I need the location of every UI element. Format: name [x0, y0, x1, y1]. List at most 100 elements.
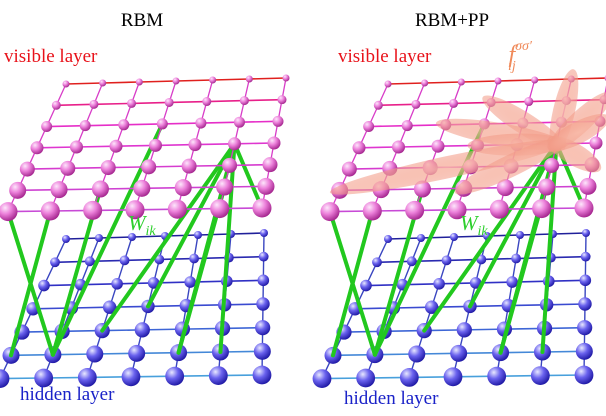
- visible-unit: [401, 120, 413, 132]
- visible-unit: [457, 78, 465, 86]
- hidden-unit: [312, 369, 332, 388]
- visible-layer-grid: [0, 74, 290, 222]
- hidden-unit: [194, 231, 202, 239]
- visible-unit: [496, 179, 514, 197]
- hidden-unit: [184, 276, 197, 288]
- weight-label: Wik: [460, 211, 488, 239]
- pair-product-blob: [329, 139, 567, 195]
- hidden-unit: [516, 231, 524, 239]
- visible-unit: [384, 80, 392, 88]
- visible-unit: [172, 77, 180, 85]
- hidden-unit: [0, 369, 10, 388]
- visible-unit: [216, 178, 234, 196]
- visible-unit: [262, 157, 278, 173]
- visible-unit: [524, 97, 534, 107]
- hidden-unit: [441, 255, 452, 266]
- visible-unit: [41, 121, 53, 133]
- hidden-unit: [360, 279, 372, 292]
- hidden-unit: [372, 257, 382, 268]
- hidden-unit: [111, 278, 123, 290]
- visible-unit: [195, 117, 207, 129]
- hidden-unit: [443, 367, 463, 387]
- hidden-unit: [406, 256, 417, 267]
- hidden-unit: [511, 253, 522, 264]
- weight-line: [331, 209, 375, 358]
- hidden-unit: [487, 366, 507, 386]
- visible-unit: [228, 137, 241, 151]
- visible-unit: [164, 97, 174, 107]
- visible-unit: [149, 138, 162, 152]
- visible-unit: [91, 180, 109, 198]
- visible-unit: [320, 202, 340, 222]
- weight-label: Wik: [128, 211, 156, 239]
- visible-unit: [413, 180, 431, 198]
- visible-unit: [245, 75, 253, 83]
- hidden-unit: [86, 345, 104, 363]
- pair-product-blob: [547, 113, 606, 152]
- hidden-unit: [574, 365, 594, 385]
- visible-unit: [272, 115, 284, 127]
- visible-unit: [135, 78, 143, 86]
- hidden-unit: [580, 251, 591, 262]
- visible-unit: [100, 160, 116, 176]
- visible-unit: [202, 97, 212, 107]
- visible-unit: [222, 157, 238, 173]
- hidden-unit: [578, 297, 592, 311]
- rbm-panel: RBM visible layer hidden layer Wik: [0, 10, 290, 405]
- hidden-unit: [255, 320, 271, 336]
- weight-line: [100, 141, 237, 333]
- visible-unit: [362, 201, 382, 221]
- hidden-unit: [121, 367, 141, 387]
- visible-unit: [51, 100, 61, 110]
- hidden-layer-label: hidden layer: [20, 384, 115, 405]
- visible-unit: [538, 178, 556, 196]
- visible-unit: [531, 76, 539, 84]
- hidden-unit: [208, 366, 228, 385]
- visible-unit: [277, 95, 287, 105]
- visible-unit: [62, 80, 70, 88]
- visible-unit: [532, 199, 552, 219]
- hidden-unit: [257, 274, 270, 287]
- hidden-unit: [577, 320, 593, 336]
- visible-unit: [431, 139, 445, 153]
- visible-unit: [9, 181, 27, 199]
- visible-unit: [233, 116, 245, 128]
- visible-unit: [167, 199, 187, 219]
- hidden-unit: [50, 257, 60, 268]
- hidden-unit: [433, 278, 445, 290]
- visible-unit: [252, 198, 272, 218]
- hidden-unit: [77, 368, 97, 387]
- visible-unit: [125, 200, 145, 220]
- weight-line: [218, 141, 237, 354]
- hidden-unit: [252, 365, 272, 385]
- hidden-unit: [128, 344, 146, 362]
- visible-layer-label: visible layer: [338, 46, 432, 67]
- visible-unit: [392, 140, 405, 154]
- visible-unit: [373, 100, 383, 110]
- visible-unit: [99, 79, 107, 87]
- visible-unit: [352, 141, 366, 155]
- pair-product-blob: [454, 137, 566, 195]
- hidden-unit: [384, 235, 392, 243]
- hidden-unit: [134, 322, 150, 338]
- visible-unit: [188, 138, 202, 152]
- visible-unit: [494, 77, 502, 85]
- visible-unit: [489, 199, 509, 219]
- visible-unit: [109, 139, 123, 153]
- hidden-unit: [253, 342, 271, 360]
- hidden-unit: [165, 366, 185, 386]
- hidden-unit: [456, 322, 472, 338]
- weight-line: [422, 141, 559, 333]
- visible-unit: [411, 99, 421, 109]
- hidden-unit: [356, 368, 376, 388]
- weight-line: [540, 141, 559, 354]
- pair-product-label: fσσ′ ij: [508, 39, 533, 74]
- hidden-unit: [530, 366, 550, 385]
- hidden-unit: [102, 300, 117, 314]
- visible-layer-label: visible layer: [4, 46, 98, 67]
- visible-unit: [79, 120, 91, 132]
- weight-line: [146, 141, 237, 309]
- visible-unit: [239, 96, 249, 106]
- hidden-unit: [582, 229, 590, 237]
- visible-unit: [118, 119, 130, 131]
